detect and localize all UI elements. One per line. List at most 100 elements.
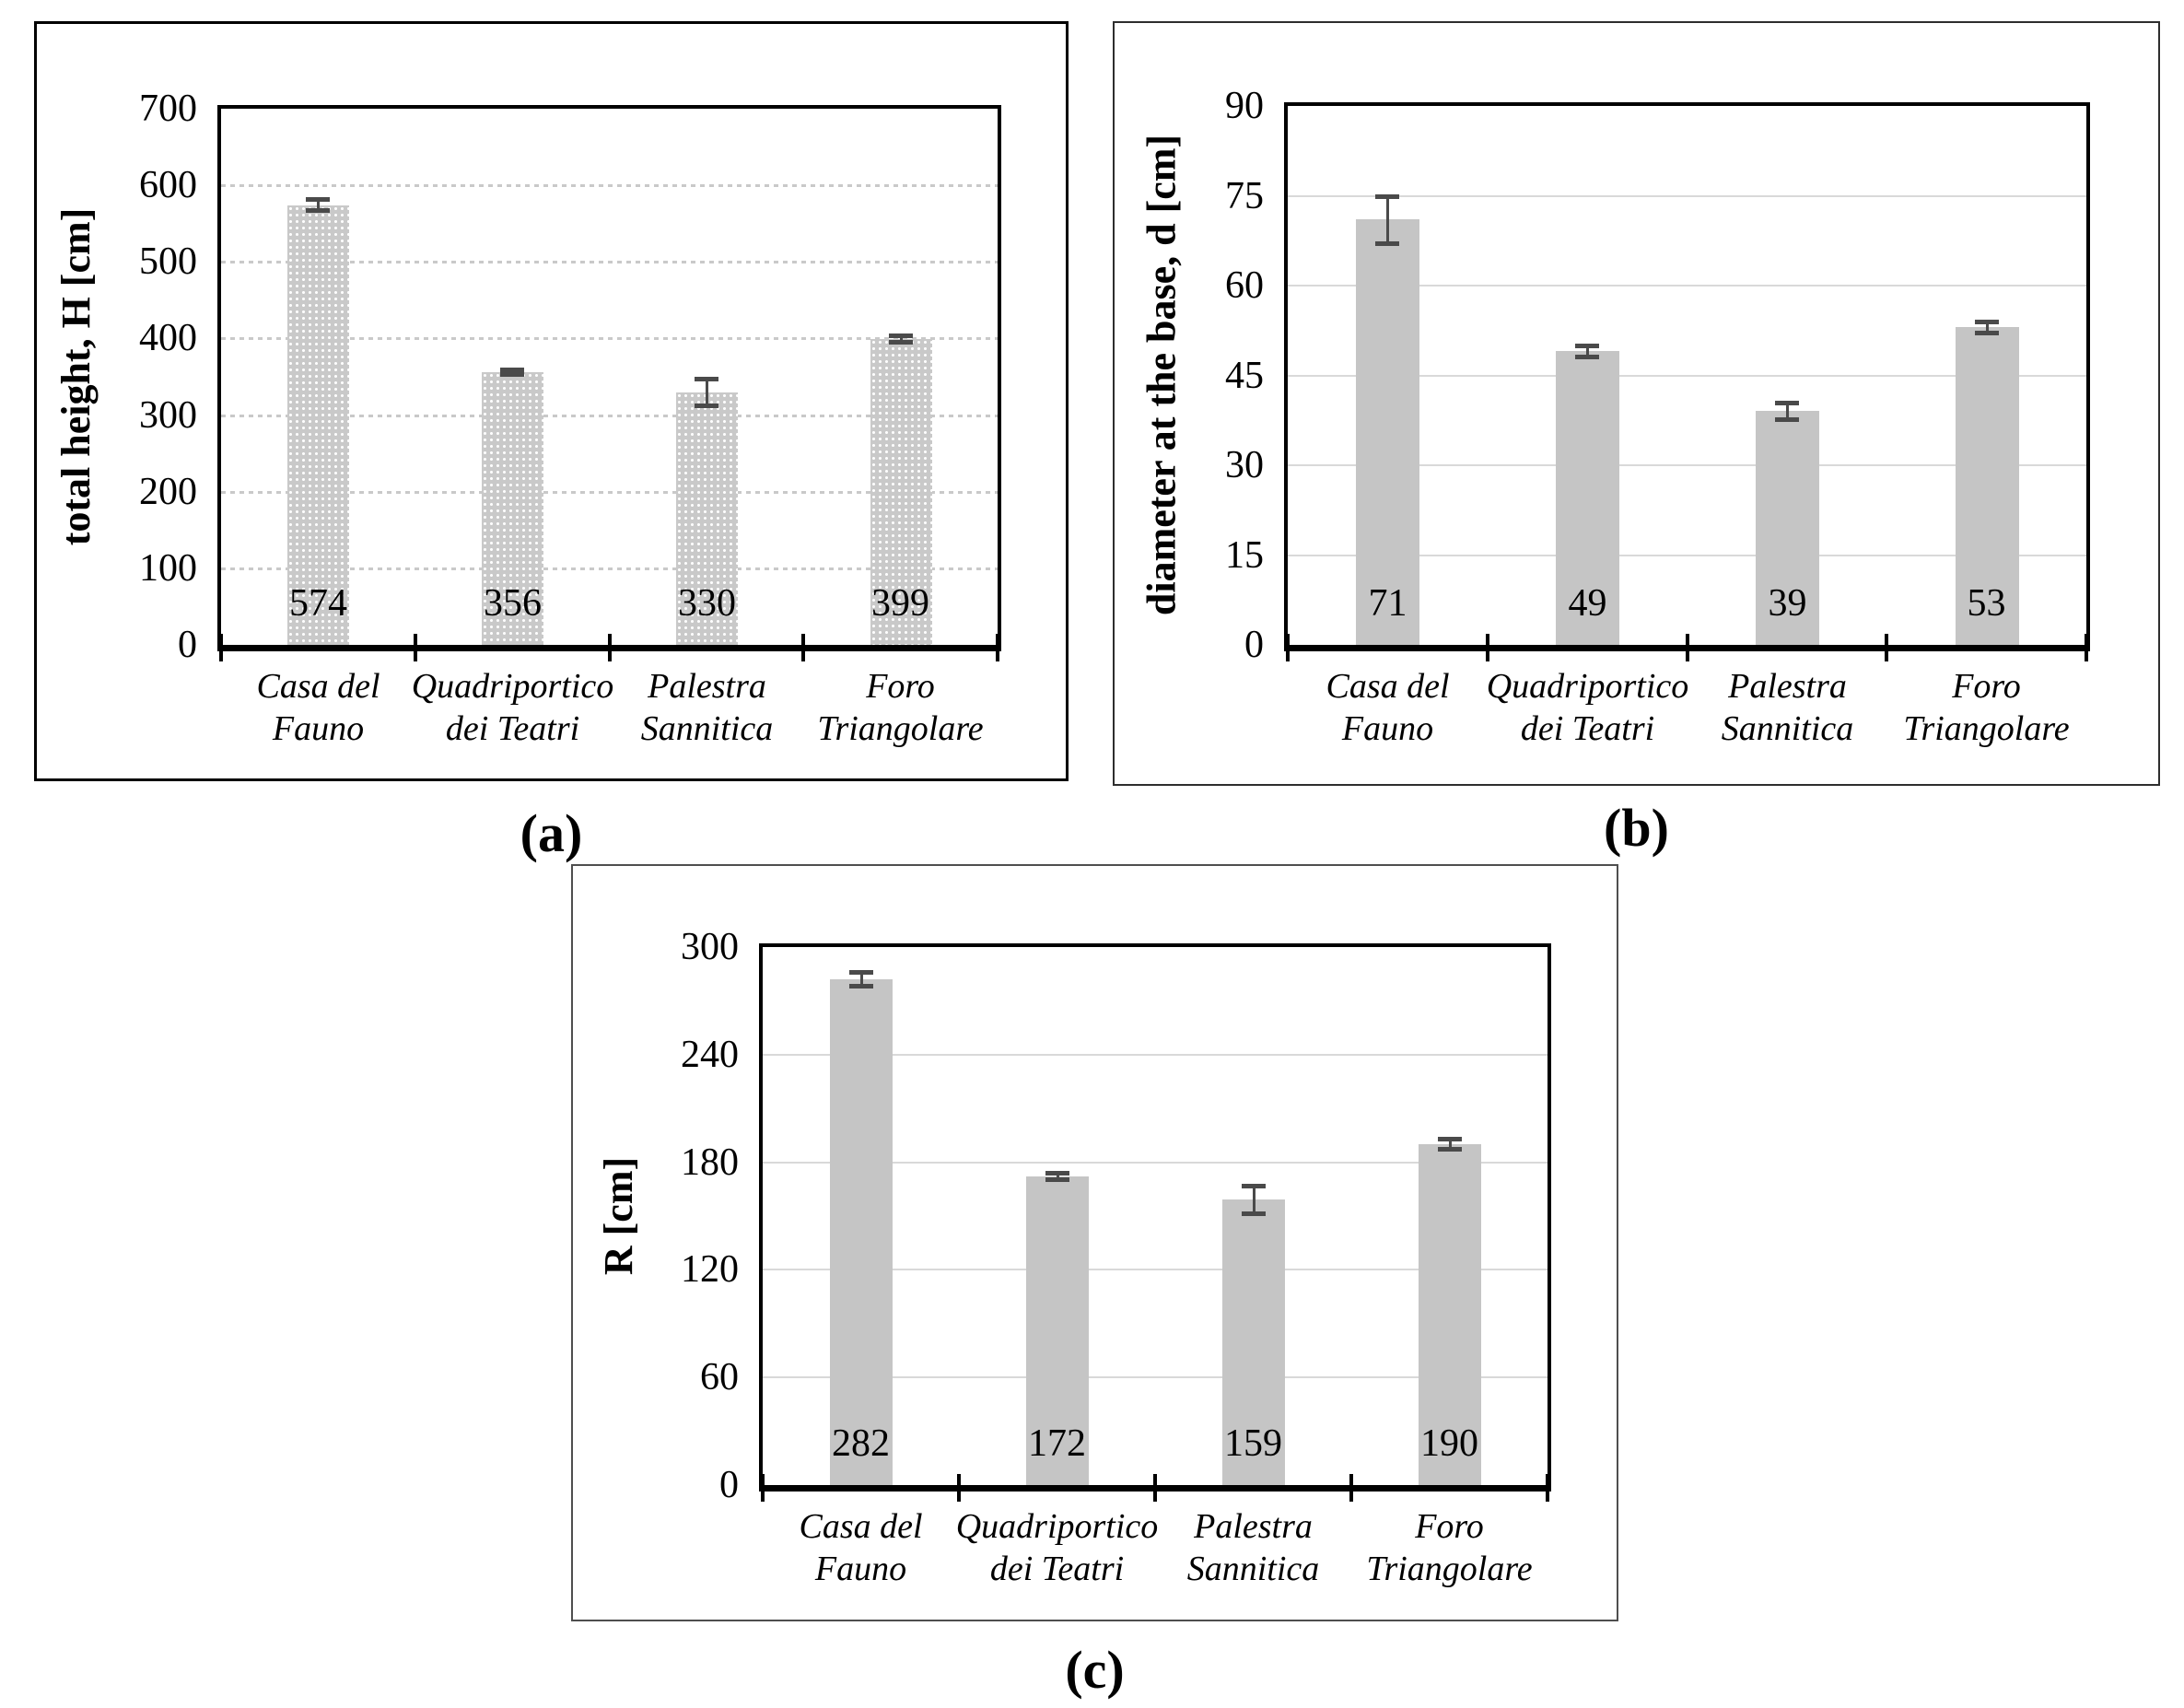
category-label-line: Palestra [1194,1507,1313,1546]
y-tick-label: 300 [139,394,197,437]
error-bar-cap [1045,1171,1069,1176]
error-bar [1385,195,1389,244]
error-bar [705,378,708,406]
error-bar [1585,345,1589,357]
x-tick [996,634,999,661]
y-tick-label: 90 [1225,85,1264,127]
x-tick [1486,634,1489,661]
panel-caption-a: (a) [520,803,583,863]
gridline [1288,285,2086,287]
panel-caption-c: (c) [1065,1640,1125,1700]
category-label-line: dei Teatri [445,709,580,748]
y-axis-title: R [cm] [596,1156,641,1276]
category-label: Foro Triangolare [757,665,1044,750]
category-label-line: Casa del [799,1507,923,1546]
gridline [1288,464,2086,466]
category-label-line: Fauno [1341,709,1434,748]
error-bar [510,369,514,376]
error-bar-cap [1575,344,1599,348]
plot-area: 282 172 159 190 [763,947,1547,1485]
category-label-line: Palestra [648,667,766,706]
y-tick-label: 500 [139,240,197,283]
y-tick-label: 45 [1225,355,1264,397]
bar [1956,327,2019,645]
category-label-line: dei Teatri [1520,709,1655,748]
error-bar-cap [1438,1137,1462,1142]
y-tick-label: 60 [700,1356,739,1398]
chart-panel-b: diameter at the base, d [cm] 0 15 30 45 60 75… [1113,21,2160,786]
category-label: Casa del Fauno [175,665,461,750]
gridline [763,1376,1547,1378]
gridline [221,567,998,570]
panel-caption-b: (b) [1604,798,1669,858]
error-bar-cap [306,197,330,203]
error-bar-cap [1242,1211,1266,1217]
bar-value-label: 49 [1568,582,1607,625]
x-tick [414,634,417,661]
error-bar-cap [1438,1146,1462,1152]
gridline [763,1269,1547,1270]
category-label: Foro Triangolare [1305,1505,1594,1590]
error-bar-cap [889,340,913,345]
y-tick-label: 15 [1225,534,1264,577]
x-tick [1546,1474,1549,1502]
bar [830,979,893,1485]
category-label-line: Sannitica [1721,709,1854,748]
y-tick-label: 75 [1225,175,1264,217]
gridline [1288,375,2086,377]
error-bar [899,335,903,344]
bar-value-label: 399 [871,582,929,625]
error-bar-cap [500,372,524,378]
error-bar-cap [1575,355,1599,359]
x-tick [1286,634,1290,661]
error-bar-cap [1975,331,1999,335]
y-tick-label: 100 [139,547,197,590]
category-label-line: Triangolare [1366,1550,1533,1588]
y-tick-label: 600 [139,164,197,206]
category-label: Quadriportico dei Teatri [369,665,656,750]
gridline [1288,195,2086,197]
category-label: Quadriportico dei Teatri [913,1505,1201,1590]
bar-value-label: 39 [1768,582,1807,625]
x-tick [1885,634,1888,661]
error-bar [316,199,320,212]
error-bar-cap [500,367,524,372]
error-bar-cap [1775,417,1799,423]
y-tick-label: 0 [1244,624,1264,666]
bar [1556,351,1619,645]
y-tick-label: 400 [139,317,197,359]
gridline [221,491,998,494]
category-label-line: Foro [866,667,935,706]
gridline [221,261,998,263]
error-bar-cap [695,376,718,381]
bar [1756,411,1819,645]
category-label-line: Quadriportico [955,1507,1159,1546]
plot-area: 71 49 39 53 [1288,106,2086,645]
category-label: Palestra Sannitica [564,665,850,750]
category-label: Quadriportico dei Teatri [1442,665,1734,750]
y-tick-label: 0 [178,624,197,666]
error-bar-cap [1975,320,1999,324]
bar-value-label: 574 [289,582,347,625]
bar [1419,1144,1481,1485]
error-bar-cap [889,333,913,339]
error-bar [1985,322,1989,333]
category-label-line: Foro [1415,1507,1484,1546]
category-label-line: Foro [1952,667,2021,706]
error-bar-cap [1775,400,1799,405]
y-tick-label: 0 [719,1464,739,1506]
x-tick [219,634,223,661]
category-label-line: Triangolare [817,709,984,748]
bar-value-label: 282 [832,1422,890,1465]
bar [1222,1199,1285,1485]
category-label-line: Quadriportico [411,667,614,706]
x-tick [1153,1474,1157,1502]
error-bar [1056,1173,1059,1181]
x-tick [801,634,805,661]
category-label-line: dei Teatri [989,1550,1125,1588]
bar-value-label: 356 [484,582,542,625]
category-label: Foro Triangolare [1840,665,2132,750]
x-tick [1349,1474,1353,1502]
y-tick-label: 60 [1225,264,1264,307]
